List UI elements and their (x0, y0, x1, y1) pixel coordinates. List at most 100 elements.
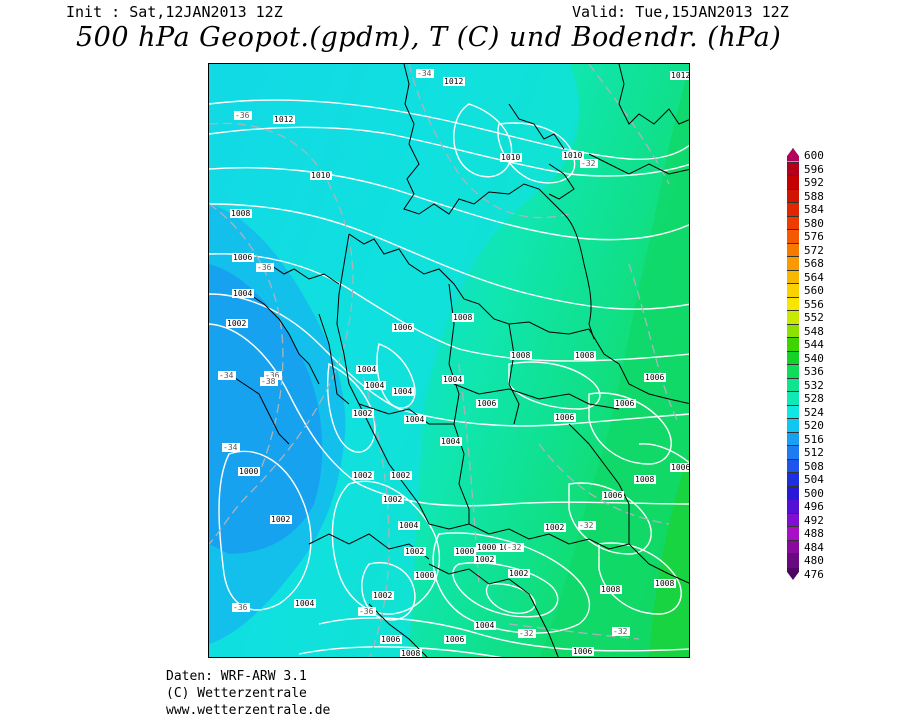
isobar-label: 1002 (545, 523, 564, 532)
legend-level: 544 (787, 337, 847, 351)
legend-swatch (787, 256, 799, 270)
legend-swatch (787, 458, 799, 472)
ridge-core (649, 450, 689, 657)
chart-title: 500 hPa Geopot.(gpdm), T (C) und Bodendr… (76, 22, 782, 53)
legend-level: 484 (787, 539, 847, 554)
legend-label: 516 (804, 432, 824, 446)
isobar-label: 1012 (444, 77, 463, 86)
legend-level: 588 (787, 188, 847, 203)
legend-swatch (787, 431, 799, 445)
isobar-label: 1002 (353, 409, 372, 418)
legend-level: 568 (787, 256, 847, 270)
isotherm-label: -36 (257, 263, 272, 272)
isobar-label: 1006 (603, 491, 622, 500)
isobar-label: 1004 (233, 289, 252, 298)
legend-level: 540 (787, 350, 847, 365)
legend-swatch (787, 539, 799, 553)
legend-swatch (787, 215, 799, 229)
isotherm-label: -36 (235, 111, 250, 120)
low-core (209, 264, 323, 554)
legend-label: 560 (804, 284, 824, 297)
legend-label: 572 (804, 243, 824, 257)
legend-swatch (787, 283, 799, 297)
website-url: www.wetterzentrale.de (166, 703, 331, 718)
legend-label: 544 (804, 338, 824, 351)
legend-level: 584 (787, 202, 847, 216)
isobar-label: 1010 (563, 151, 582, 160)
legend-swatch (787, 202, 799, 216)
legend-label: 480 (804, 554, 824, 567)
legend-swatch (787, 364, 799, 378)
init-time: Init : Sat,12JAN2013 12Z (66, 3, 283, 21)
isotherm-label: -32 (579, 521, 594, 530)
isotherm-label: -34 (223, 443, 238, 452)
legend-label: 552 (804, 311, 824, 324)
isotherm-label: -34 (417, 69, 432, 78)
isobar-label: 1006 (393, 323, 412, 332)
legend-level: 564 (787, 269, 847, 284)
isobar-label: 1012 (671, 71, 690, 80)
legend-level: 580 (787, 215, 847, 230)
legend-swatch (787, 377, 799, 391)
legend-swatch (787, 526, 799, 540)
legend-swatch (787, 512, 799, 526)
isobar-label: 1002 (373, 591, 392, 600)
isobars (209, 99, 689, 657)
legend-level: 480 (787, 553, 847, 567)
isobar-label: 1008 (231, 209, 250, 218)
footer-credits: Daten: WRF-ARW 3.1 (C) Wetterzentrale ww… (166, 668, 330, 719)
isobar-label: 1006 (645, 373, 664, 382)
isobar-label: 1002 (405, 547, 424, 556)
isotherm-label: -32 (581, 159, 596, 168)
legend-swatch (787, 242, 799, 256)
weather-map: 1012 1012 1012 1010 1010 1010 1008 1008 … (208, 63, 690, 658)
isobar-label: 1008 (655, 579, 674, 588)
legend-level: 548 (787, 323, 847, 338)
isobar-label: 1006 (671, 463, 690, 472)
legend-label: 576 (804, 230, 824, 243)
isobar-label: 1008 (601, 585, 620, 594)
legend-swatch (787, 553, 799, 567)
isotherm-label: -36 (233, 603, 248, 612)
legend-label: 580 (804, 216, 824, 230)
legend-label: 556 (804, 297, 824, 311)
isobar-label: 1006 (381, 635, 400, 644)
legend-swatch (787, 175, 799, 189)
isobar-label: 1008 (635, 475, 654, 484)
isobar-label: 1006 (573, 647, 592, 656)
legend-label: 532 (804, 378, 824, 392)
legend-level: 512 (787, 445, 847, 459)
legend-label: 484 (804, 540, 824, 554)
legend-label: 600 (804, 149, 824, 162)
legend-label: 548 (804, 324, 824, 338)
legend-level: 508 (787, 458, 847, 473)
legend-level: 552 (787, 310, 847, 324)
legend-label: 536 (804, 365, 824, 378)
legend-swatch (787, 472, 799, 486)
isotherm-label: -32 (613, 627, 628, 636)
legend-level: 532 (787, 377, 847, 392)
legend-label: 476 (804, 567, 824, 581)
isotherm-label: -32 (507, 543, 522, 552)
legend-label: 520 (804, 419, 824, 432)
ridge-region (539, 70, 689, 657)
legend-label: 512 (804, 446, 824, 459)
legend-label: 504 (804, 473, 824, 486)
legend-level: 516 (787, 431, 847, 446)
isobar-label: 1002 (475, 555, 494, 564)
legend-level: 600 (787, 148, 847, 162)
isobar-label: 1004 (365, 381, 384, 390)
valid-time: Valid: Tue,15JAN2013 12Z (572, 3, 789, 21)
isobar-label: 1012 (274, 115, 293, 124)
isobar-label: 1006 (445, 635, 464, 644)
isobar-label: 1002 (509, 569, 528, 578)
legend-swatch (787, 148, 799, 162)
legend-level: 492 (787, 512, 847, 527)
isotherm-label: -38 (261, 377, 276, 386)
isobar-label: 1000 (455, 547, 474, 556)
legend-level: 488 (787, 526, 847, 540)
isobar-label: 1002 (227, 319, 246, 328)
legend-label: 564 (804, 270, 824, 284)
legend-swatch (787, 485, 799, 499)
data-source: Daten: WRF-ARW 3.1 (166, 669, 307, 684)
